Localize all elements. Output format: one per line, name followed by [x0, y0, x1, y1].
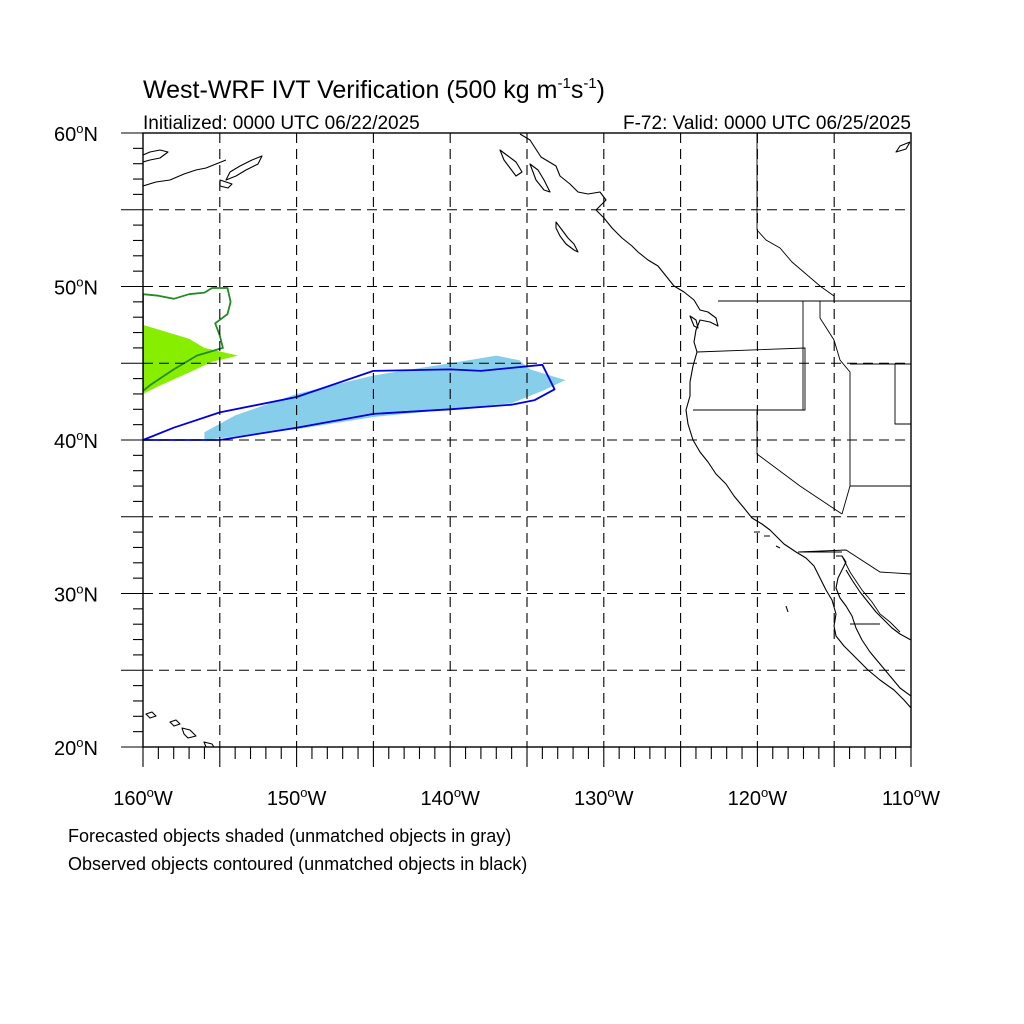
west-coastline	[519, 133, 911, 709]
map-panel	[143, 133, 911, 747]
offshore-islands	[754, 531, 789, 613]
lon-label: 110oW	[882, 785, 940, 810]
initialized-label: Initialized: 0000 UTC 06/22/2025	[143, 113, 420, 134]
hawaiian-islands	[145, 711, 215, 747]
mexico-interior-lines	[841, 555, 901, 633]
lon-label: 160oW	[113, 785, 173, 810]
state-borders	[693, 301, 911, 575]
gridlines	[143, 133, 911, 747]
valid-label: F-72: Valid: 0000 UTC 06/25/2025	[623, 113, 911, 134]
forecast-object-1	[204, 355, 566, 440]
gulf-of-california-shore	[845, 569, 911, 641]
political-borders	[693, 133, 911, 633]
forecast-objects	[143, 324, 566, 440]
coastal-islands	[499, 149, 699, 329]
footnote-forecast: Forecasted objects shaded (unmatched obj…	[68, 826, 511, 846]
latitude-labels: 60oN 50oN 40oN 30oN 20oN	[54, 121, 98, 760]
lat-label: 20oN	[54, 735, 98, 760]
axis-ticks	[121, 132, 912, 767]
lon-label: 150oW	[267, 785, 327, 810]
lon-label: 130oW	[574, 785, 634, 810]
lat-label: 60oN	[54, 121, 98, 146]
alaska-coastline	[143, 149, 263, 189]
canadian-interior-lines	[756, 133, 835, 301]
observed-object-2	[143, 363, 556, 441]
observed-object-4	[143, 287, 232, 392]
lat-label: 30oN	[54, 582, 98, 607]
figure-title: West-WRF IVT Verification (500 kg m-1s-1…	[143, 75, 605, 104]
lon-label: 140oW	[420, 785, 480, 810]
lat-label: 40oN	[54, 428, 98, 453]
lat-label: 50oN	[54, 275, 98, 300]
footnote-observed: Observed objects contoured (unmatched ob…	[68, 854, 527, 874]
lon-label: 120oW	[728, 785, 788, 810]
longitude-labels: 160oW 150oW 140oW 130oW 120oW 110oW	[113, 785, 940, 810]
observed-objects	[143, 287, 556, 441]
